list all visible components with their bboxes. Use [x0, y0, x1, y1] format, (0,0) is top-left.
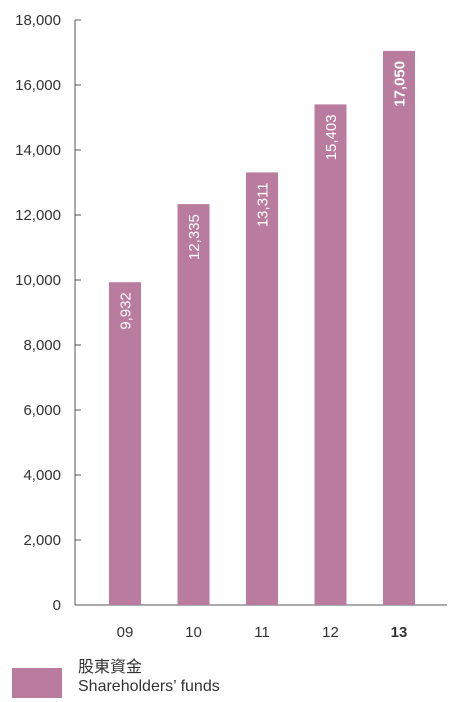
y-tick-label: 2,000	[23, 532, 61, 549]
y-tick-label: 16,000	[15, 77, 61, 94]
y-tick-label: 18,000	[15, 12, 61, 29]
bar-label-09: 9,932	[118, 292, 135, 330]
y-tick-label: 0	[53, 597, 61, 614]
bar-label-13: 17,050	[392, 61, 409, 107]
bar-data-labels: 9,932 12,335 13,311 15,403 17,050	[118, 61, 409, 330]
y-tick-label: 10,000	[15, 272, 61, 289]
legend-label: 股東資金 Shareholders’ funds	[78, 658, 220, 696]
legend-label-english: Shareholders’ funds	[78, 678, 220, 695]
y-tick-label: 6,000	[23, 402, 61, 419]
bar-label-12: 15,403	[323, 114, 340, 160]
x-tick-label-12: 12	[322, 624, 339, 641]
legend: 股東資金 Shareholders’ funds	[12, 658, 432, 702]
x-axis-tick-labels: 09 10 11 12 13	[117, 624, 408, 641]
bar-09	[109, 282, 141, 605]
bar-13	[383, 50, 415, 605]
y-tick-label: 8,000	[23, 337, 61, 354]
legend-swatch	[12, 668, 62, 698]
bar-10	[177, 204, 210, 606]
y-tick-label: 12,000	[15, 207, 61, 224]
bars	[109, 50, 415, 606]
x-tick-label-09: 09	[117, 624, 134, 641]
bar-label-11: 13,311	[255, 182, 272, 227]
bar-11	[246, 172, 278, 605]
bar-chart: 0 2,000 4,000 6,000 8,000 10,000 12,000 14,000 1…	[15, 12, 447, 641]
bar-12	[314, 104, 347, 605]
x-tick-label-11: 11	[254, 624, 270, 641]
y-axis-tick-labels: 0 2,000 4,000 6,000 8,000 10,000 12,000 14,000 1…	[15, 12, 61, 614]
bar-label-10: 12,335	[186, 214, 203, 260]
y-tick-label: 4,000	[23, 467, 61, 484]
x-tick-label-10: 10	[185, 624, 202, 641]
y-tick-label: 14,000	[15, 142, 61, 159]
legend-label-chinese: 股東資金	[78, 659, 143, 676]
x-tick-label-13: 13	[391, 624, 408, 641]
